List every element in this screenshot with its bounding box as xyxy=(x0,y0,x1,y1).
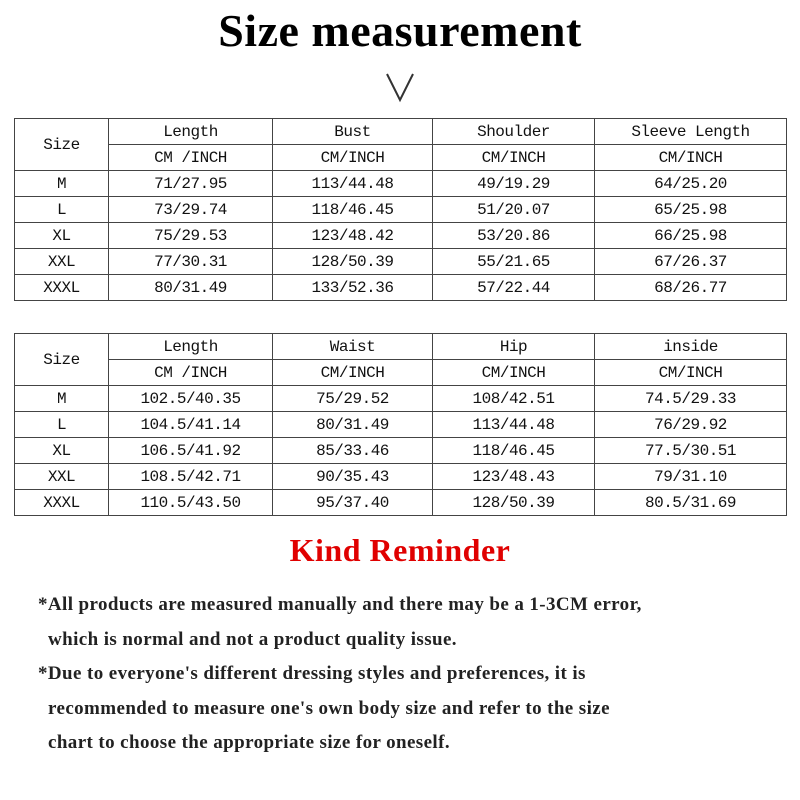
unit-header: CM/INCH xyxy=(272,359,433,386)
reminder-title: Kind Reminder xyxy=(289,532,511,568)
column-header: inside xyxy=(594,333,787,360)
size-header: Size xyxy=(14,118,109,171)
measurement-cell: 104.5/41.14 xyxy=(108,411,273,438)
size-cell: L xyxy=(14,411,109,438)
measurement-cell: 95/37.40 xyxy=(272,489,433,516)
size-cell: XXXL xyxy=(14,489,109,516)
measurement-cell: 108.5/42.71 xyxy=(108,463,273,490)
unit-header: CM/INCH xyxy=(432,144,595,171)
table-row: XL 75/29.53 123/48.42 53/20.86 66/25.98 xyxy=(14,222,787,249)
reminder-notes: *All products are measured manually and … xyxy=(38,588,788,761)
table-row: XXL 77/30.31 128/50.39 55/21.65 67/26.37 xyxy=(14,248,787,275)
measurement-cell: 118/46.45 xyxy=(432,437,595,464)
size-cell: XL xyxy=(14,437,109,464)
unit-header: CM/INCH xyxy=(272,144,433,171)
measurement-cell: 133/52.36 xyxy=(272,274,433,301)
measurement-cell: 113/44.48 xyxy=(432,411,595,438)
unit-header: CM/INCH xyxy=(594,359,787,386)
measurement-cell: 108/42.51 xyxy=(432,385,595,412)
measurement-cell: 77.5/30.51 xyxy=(594,437,787,464)
note-line: *Due to everyone's different dressing st… xyxy=(38,663,586,684)
measurement-cell: 68/26.77 xyxy=(594,274,787,301)
unit-header: CM/INCH xyxy=(432,359,595,386)
size-cell: L xyxy=(14,196,109,223)
table-row: L 73/29.74 118/46.45 51/20.07 65/25.98 xyxy=(14,196,787,223)
measurement-cell: 128/50.39 xyxy=(432,489,595,516)
page-title: Size measurement xyxy=(218,5,582,56)
note-line: recommended to measure one's own body si… xyxy=(48,697,610,719)
size-cell: XXL xyxy=(14,248,109,275)
top-size-table: Size Length Bust Shoulder Sleeve Length CM /I… xyxy=(14,118,787,301)
table-row: M 71/27.95 113/44.48 49/19.29 64/25.20 xyxy=(14,170,787,197)
table-row: XXL 108.5/42.71 90/35.43 123/48.43 79/31.10 xyxy=(14,463,787,490)
measurement-cell: 106.5/41.92 xyxy=(108,437,273,464)
size-cell: XL xyxy=(14,222,109,249)
measurement-cell: 67/26.37 xyxy=(594,248,787,275)
measurement-cell: 90/35.43 xyxy=(272,463,433,490)
measurement-cell: 57/22.44 xyxy=(432,274,595,301)
measurement-cell: 64/25.20 xyxy=(594,170,787,197)
note-line: which is normal and not a product qualit… xyxy=(48,628,457,650)
size-cell: XXL xyxy=(14,463,109,490)
column-header: Waist xyxy=(272,333,433,360)
measurement-cell: 76/29.92 xyxy=(594,411,787,438)
note-line: *All products are measured manually and … xyxy=(38,594,642,615)
size-header: Size xyxy=(14,333,109,386)
unit-header: CM/INCH xyxy=(594,144,787,171)
note-line: chart to choose the appropriate size for… xyxy=(48,732,450,753)
measurement-cell: 53/20.86 xyxy=(432,222,595,249)
measurement-cell: 113/44.48 xyxy=(272,170,433,197)
measurement-cell: 66/25.98 xyxy=(594,222,787,249)
table-row: XL 106.5/41.92 85/33.46 118/46.45 77.5/30.51 xyxy=(14,437,787,464)
column-header: Length xyxy=(108,333,273,360)
column-header: Shoulder xyxy=(432,118,595,145)
size-cell: M xyxy=(14,170,109,197)
table-row: L 104.5/41.14 80/31.49 113/44.48 76/29.92 xyxy=(14,411,787,438)
measurement-cell: 85/33.46 xyxy=(272,437,433,464)
unit-row: CM /INCH CM/INCH CM/INCH CM/INCH xyxy=(15,359,787,386)
measurement-cell: 75/29.53 xyxy=(108,222,273,249)
measurement-cell: 110.5/43.50 xyxy=(108,489,273,516)
measurement-cell: 71/27.95 xyxy=(108,170,273,197)
table-row: XXXL 110.5/43.50 95/37.40 128/50.39 80.5/31.… xyxy=(14,489,787,516)
column-header: Length xyxy=(108,118,273,145)
column-header: Bust xyxy=(272,118,433,145)
bottom-size-table: Size Length Waist Hip inside CM /INCH CM/INCH C… xyxy=(14,333,787,516)
measurement-cell: 80/31.49 xyxy=(108,274,273,301)
size-cell: M xyxy=(14,385,109,412)
unit-header: CM /INCH xyxy=(108,359,273,386)
measurement-cell: 75/29.52 xyxy=(272,385,433,412)
measurement-cell: 49/19.29 xyxy=(432,170,595,197)
unit-row: CM /INCH CM/INCH CM/INCH CM/INCH xyxy=(15,144,787,171)
measurement-cell: 77/30.31 xyxy=(108,248,273,275)
measurement-cell: 74.5/29.33 xyxy=(594,385,787,412)
measurement-cell: 80/31.49 xyxy=(272,411,433,438)
measurement-cell: 65/25.98 xyxy=(594,196,787,223)
measurement-cell: 80.5/31.69 xyxy=(594,489,787,516)
column-header: Hip xyxy=(432,333,595,360)
measurement-cell: 102.5/40.35 xyxy=(108,385,273,412)
measurement-cell: 123/48.43 xyxy=(432,463,595,490)
header-row: Size Length Bust Shoulder Sleeve Length xyxy=(14,118,787,171)
measurement-cell: 55/21.65 xyxy=(432,248,595,275)
table-row: M 102.5/40.35 75/29.52 108/42.51 74.5/29.33 xyxy=(14,385,787,412)
table-row: XXXL 80/31.49 133/52.36 57/22.44 68/26.77 xyxy=(14,274,787,301)
measurement-cell: 128/50.39 xyxy=(272,248,433,275)
measurement-cell: 79/31.10 xyxy=(594,463,787,490)
unit-header: CM /INCH xyxy=(108,144,273,171)
measurement-cell: 51/20.07 xyxy=(432,196,595,223)
size-cell: XXXL xyxy=(14,274,109,301)
measurement-cell: 73/29.74 xyxy=(108,196,273,223)
header-row: Size Length Waist Hip inside xyxy=(14,333,787,386)
measurement-cell: 123/48.42 xyxy=(272,222,433,249)
chevron-down-icon xyxy=(386,73,414,103)
column-header: Sleeve Length xyxy=(594,118,787,145)
measurement-cell: 118/46.45 xyxy=(272,196,433,223)
